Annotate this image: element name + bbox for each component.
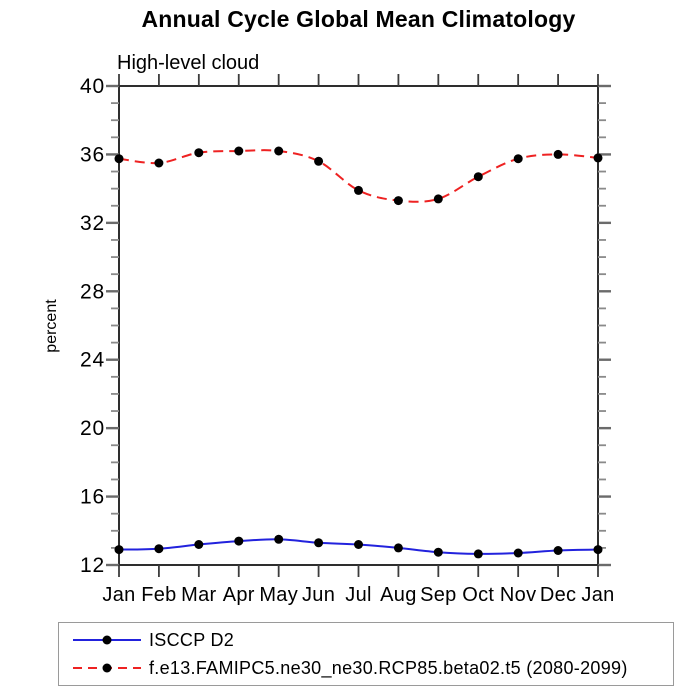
chart-title: Annual Cycle Global Mean Climatology [141, 6, 576, 32]
series-marker-0 [593, 545, 603, 555]
x-axis-month-label: Sep [420, 584, 457, 606]
legend-label-0: ISCCP D2 [149, 629, 235, 650]
x-axis-month-label: Dec [540, 584, 576, 606]
series-marker-1 [593, 153, 603, 163]
series-marker-1 [314, 156, 324, 166]
series-marker-1 [114, 154, 124, 164]
series-marker-0 [513, 548, 523, 558]
y-axis-tick-label: 16 [80, 486, 105, 509]
chart-subtitle: High-level cloud [117, 52, 260, 74]
y-axis-tick-label: 28 [80, 280, 105, 303]
series-marker-0 [553, 546, 563, 555]
series-marker-0 [234, 536, 244, 546]
y-axis-title: percent [43, 299, 60, 353]
series-marker-1 [354, 185, 363, 195]
y-axis-tick-label: 32 [80, 212, 105, 235]
legend-line-sample-0 [73, 635, 141, 645]
x-axis-month-label: Jul [345, 584, 371, 606]
series-marker-0 [354, 540, 363, 549]
legend-sample-marker [102, 663, 112, 673]
series-marker-0 [274, 534, 284, 544]
x-axis-month-label: Nov [500, 584, 536, 606]
series-marker-0 [194, 540, 204, 549]
series-marker-0 [433, 547, 443, 557]
legend-sample-marker [102, 635, 112, 645]
plot-frame [118, 85, 599, 566]
series-marker-1 [553, 149, 563, 159]
x-axis-month-label: Oct [462, 584, 494, 606]
series-marker-0 [393, 543, 403, 553]
x-axis-month-label: Jan [102, 584, 135, 606]
y-axis-tick-label: 24 [80, 349, 105, 372]
series-marker-1 [473, 172, 483, 182]
series-marker-1 [234, 146, 244, 156]
series-marker-1 [433, 194, 443, 204]
series-marker-0 [154, 544, 164, 554]
series-marker-1 [393, 196, 403, 206]
series-marker-0 [114, 545, 124, 555]
x-axis-month-label: May [259, 584, 298, 606]
series-marker-0 [473, 549, 483, 559]
series-marker-1 [274, 146, 284, 156]
x-axis-month-label: Apr [223, 584, 255, 606]
legend-label-1: f.e13.FAMIPC5.ne30_ne30.RCP85.beta02.t5 … [149, 657, 628, 678]
x-axis-month-label: Aug [380, 584, 417, 606]
legend-item-0: ISCCP D2 [67, 629, 673, 652]
y-axis-tick-label: 12 [80, 554, 105, 577]
y-axis-tick-label: 36 [80, 143, 105, 166]
series-marker-1 [513, 154, 523, 164]
x-axis-month-label: Mar [181, 584, 216, 606]
legend-item-1: f.e13.FAMIPC5.ne30_ne30.RCP85.beta02.t5 … [67, 657, 673, 680]
series-marker-1 [154, 158, 164, 168]
legend-line-sample-1 [73, 663, 141, 673]
x-axis-month-label: Jan [581, 584, 614, 606]
series-marker-1 [194, 148, 204, 158]
y-axis-tick-label: 40 [80, 75, 105, 98]
x-axis-month-label: Feb [141, 584, 176, 606]
x-axis-month-label: Jun [302, 584, 335, 606]
chart-legend: ISCCP D2 f.e13.FAMIPC5.ne30_ne30.RCP85.be… [58, 622, 674, 686]
y-axis-tick-label: 20 [80, 417, 105, 440]
series-marker-0 [314, 538, 324, 548]
